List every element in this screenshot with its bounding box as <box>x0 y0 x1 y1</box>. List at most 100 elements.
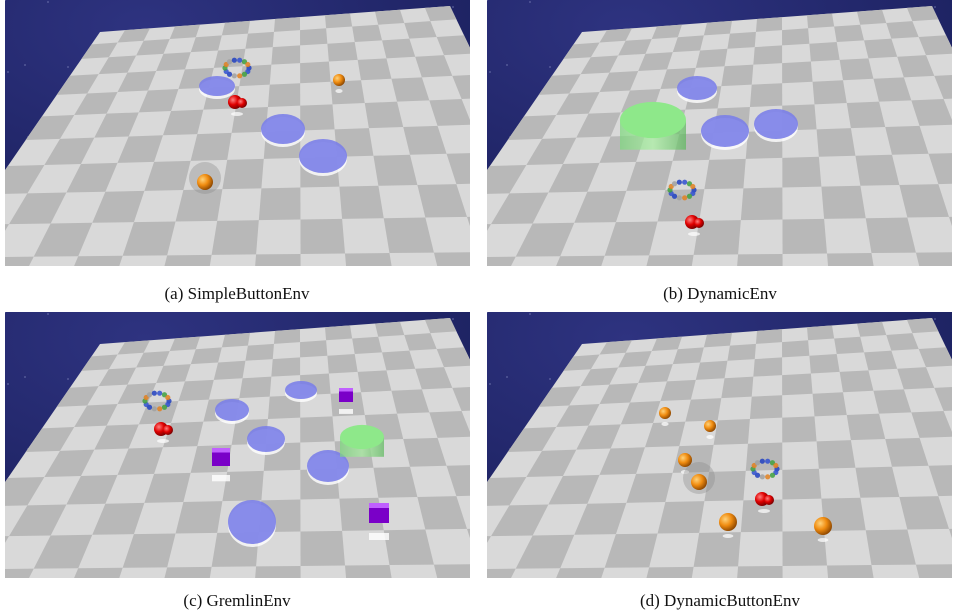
agent <box>764 495 774 505</box>
floor-tile <box>865 217 916 254</box>
floor-tile <box>417 496 467 530</box>
floor-tile <box>782 530 828 566</box>
floor-tile <box>620 401 661 425</box>
floor-tile <box>429 99 470 126</box>
floor-tile <box>221 20 250 36</box>
floor-tile <box>373 466 418 498</box>
floor-tile <box>222 158 264 190</box>
floor-tile <box>94 112 139 138</box>
floor-tile <box>478 604 545 613</box>
floor-tile <box>56 386 99 407</box>
star <box>24 376 26 378</box>
floor-tile <box>144 160 191 191</box>
floor-tile <box>415 367 453 390</box>
star <box>506 64 508 66</box>
floor-tile <box>657 501 705 534</box>
floor-tile <box>138 89 179 113</box>
floor-tile <box>755 17 783 32</box>
floor-tile <box>375 9 405 25</box>
shadow <box>335 89 343 93</box>
floor-tile <box>404 333 437 351</box>
gremlin-top <box>339 388 353 392</box>
floor-tile <box>574 190 627 223</box>
floor-tile <box>827 565 874 578</box>
caption: (b) DynamicEnv <box>663 284 777 303</box>
button <box>701 115 749 147</box>
floor-tile <box>271 357 301 377</box>
lidar-dot <box>759 458 765 464</box>
floor-tile <box>117 71 157 92</box>
floor-tile <box>855 466 900 498</box>
floor-tile <box>638 364 673 384</box>
floor-tile <box>660 379 696 402</box>
floor-tile <box>255 565 301 578</box>
agent <box>694 218 704 228</box>
floor-tile <box>704 470 746 502</box>
floor-tile <box>33 534 93 569</box>
floor-tile <box>345 253 392 266</box>
floor-tile <box>94 424 139 450</box>
floor-tile <box>487 224 492 231</box>
floor-tile <box>5 568 34 578</box>
floor-tile <box>918 347 952 368</box>
floor-tile <box>721 376 754 399</box>
floor-tile <box>190 347 222 365</box>
lidar-dot <box>157 406 163 412</box>
floor-tile <box>5 256 34 266</box>
floor-tile <box>704 158 746 190</box>
floor-tile <box>807 13 835 29</box>
gremlin-top <box>212 448 230 453</box>
floor-tile <box>526 449 577 477</box>
orange-ball <box>719 513 737 531</box>
floor-tile <box>753 357 783 377</box>
button <box>247 426 285 452</box>
floor-tile <box>782 218 828 254</box>
floor-tile <box>429 411 470 438</box>
floor-tile <box>425 6 457 22</box>
orange-ball <box>691 474 707 490</box>
floor-tile <box>404 21 437 39</box>
floor-tile <box>749 83 783 108</box>
floor-tile <box>821 185 866 219</box>
floor-tile <box>604 221 658 256</box>
floor-tile <box>897 55 935 78</box>
orange-ball <box>659 407 671 419</box>
floor-tile <box>515 534 575 569</box>
floor-tile <box>491 192 549 225</box>
floor-tile <box>122 533 176 568</box>
floor-tile <box>156 52 191 72</box>
floor-tile <box>899 496 949 530</box>
floor-tile <box>44 137 95 165</box>
star <box>487 0 488 1</box>
floor-tile <box>878 602 935 613</box>
floor-tile <box>934 75 952 100</box>
floor-tile <box>740 187 783 221</box>
star <box>549 378 551 380</box>
shadow <box>817 538 829 542</box>
floor-tile <box>580 55 619 75</box>
floor-tile <box>538 74 581 95</box>
floor-tile <box>885 437 929 467</box>
floor-tile <box>446 465 470 497</box>
floor-tile <box>5 536 10 543</box>
orange-ball <box>704 420 716 432</box>
floor-tile <box>446 153 470 185</box>
floor-tile <box>178 379 214 402</box>
floor-tile <box>221 332 250 348</box>
shadow <box>231 112 243 116</box>
floor-tile <box>855 154 900 186</box>
floor-tile <box>812 392 847 417</box>
floor-tile <box>599 28 632 43</box>
lidar-dot <box>226 59 233 65</box>
floor-tile <box>415 55 453 78</box>
floor-tile <box>169 24 200 39</box>
floor-tile <box>873 389 912 414</box>
floor-tile <box>693 532 741 567</box>
lidar-dot <box>769 472 776 478</box>
floor-tile <box>812 80 847 105</box>
floor-tile <box>74 91 118 115</box>
floor-tile <box>749 395 783 420</box>
lidar-dot <box>231 73 237 79</box>
button <box>228 500 276 544</box>
floor-tile <box>487 568 516 578</box>
